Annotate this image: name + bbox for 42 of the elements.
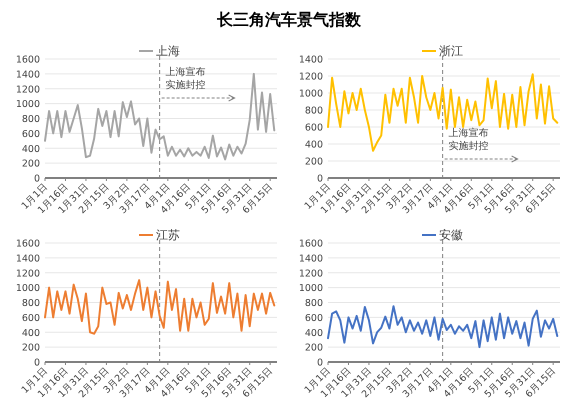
y-tick-label: 800 [304,298,323,309]
y-tick-label: 400 [22,328,40,339]
ref-line-label: 上海宣布实施封控 [448,127,489,152]
legend-label: 上海 [156,44,180,58]
y-tick-label: 1600 [16,54,40,66]
y-tick-label: 400 [22,144,40,155]
y-tick-label: 0 [34,358,40,368]
y-tick-label: 1400 [298,54,323,66]
y-tick-label: 0 [34,174,40,184]
y-tick-label: 400 [304,140,323,150]
y-tick-label: 800 [304,106,323,116]
chart-title: 长三角汽车景气指数 [216,10,362,29]
y-tick-label: 1400 [16,253,40,264]
y-tick-label: 200 [304,342,323,354]
ref-line-label: 上海宣布实施封控 [166,66,206,91]
y-tick-label: 1200 [298,72,323,82]
y-tick-label: 1600 [298,238,323,250]
y-tick-label: 0 [316,174,323,184]
y-tick-label: 400 [304,328,323,339]
y-tick-label: 1000 [298,283,323,294]
y-tick-label: 0 [316,358,323,368]
y-tick-label: 600 [22,312,40,324]
y-tick-label: 1200 [16,84,40,96]
y-tick-label: 1000 [16,283,40,294]
y-tick-label: 1000 [298,88,323,100]
y-tick-label: 600 [304,312,323,324]
y-tick-label: 1000 [16,99,40,110]
y-tick-label: 600 [22,128,40,140]
y-tick-label: 200 [22,158,40,170]
legend-label: 江苏 [156,228,180,242]
legend-label: 浙江 [439,44,463,58]
y-tick-label: 1200 [298,268,323,280]
y-tick-label: 200 [304,156,323,168]
y-tick-label: 1600 [16,238,40,250]
y-tick-label: 800 [22,298,40,309]
y-tick-label: 200 [22,342,40,354]
y-tick-label: 600 [304,122,323,134]
y-tick-label: 800 [22,114,40,125]
y-tick-label: 1200 [16,268,40,280]
y-tick-label: 1400 [298,253,323,264]
y-tick-label: 1400 [16,69,40,80]
legend-label: 安徽 [439,228,463,242]
